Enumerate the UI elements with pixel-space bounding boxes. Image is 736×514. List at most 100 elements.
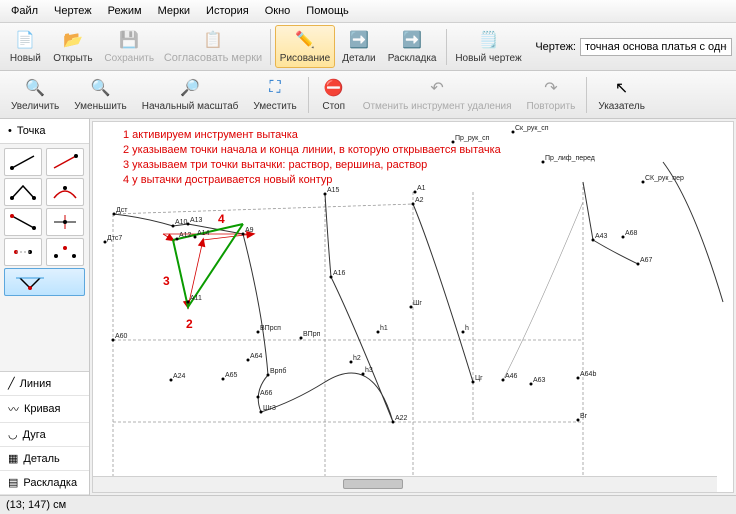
cat-line[interactable]: ╱Линия: [0, 372, 89, 396]
zoom-orig-label: Начальный масштаб: [142, 101, 239, 112]
cursor-position: (13; 147) см: [6, 499, 66, 511]
svg-text:h3: h3: [365, 367, 373, 374]
agree-button[interactable]: 📋 Согласовать мерки: [160, 25, 265, 68]
annot-3: 3: [163, 274, 170, 288]
canvas[interactable]: 1 активируем инструмент вытачка 2 указыв…: [92, 121, 734, 493]
svg-text:A63: A63: [533, 377, 546, 384]
zoom-orig-button[interactable]: 🔎 Начальный масштаб: [135, 73, 246, 116]
menu-help[interactable]: Помощь: [299, 2, 356, 20]
stop-label: Стоп: [322, 101, 345, 112]
draw-icon: ✏️: [294, 29, 316, 51]
tool-4[interactable]: [46, 178, 84, 206]
svg-text:ВПрп: ВПрп: [303, 331, 321, 338]
redo-button[interactable]: ↷ Повторить: [520, 73, 583, 116]
svg-text:A66: A66: [260, 390, 273, 397]
pointer-icon: ↖: [611, 77, 633, 99]
svg-text:Врпб: Врпб: [270, 367, 286, 375]
new-pattern-label: Новый чертеж: [455, 53, 521, 64]
sidebar-categories: ╱Линия 〰Кривая ◡Дуга ▦Деталь ▤Раскладка: [0, 371, 89, 495]
svg-text:Ск_рук_сп: Ск_рук_сп: [515, 125, 549, 132]
new-pattern-button[interactable]: 🗒️ Новый чертеж: [451, 25, 527, 68]
svg-text:A11: A11: [190, 295, 202, 302]
tool-5[interactable]: [4, 208, 42, 236]
open-label: Открыть: [53, 53, 92, 64]
sidebar: • Точка ╱Линия 〰Кривая ◡Дуга ▦Деталь ▤Ра…: [0, 119, 90, 495]
pointer-button[interactable]: ↖ Указатель: [591, 73, 652, 116]
menu-window[interactable]: Окно: [258, 2, 298, 20]
menu-measure[interactable]: Мерки: [151, 2, 197, 20]
layout-icon: ▤: [8, 476, 18, 489]
agree-icon: 📋: [202, 29, 224, 51]
tool-palette: [0, 144, 89, 300]
svg-text:A64: A64: [250, 353, 263, 360]
point-icon: •: [8, 125, 12, 137]
save-button[interactable]: 💾 Сохранить: [99, 25, 159, 68]
menu-pattern[interactable]: Чертеж: [47, 2, 99, 20]
undo-button[interactable]: ↶ Отменить инструмент удаления: [356, 73, 519, 116]
draw-label: Рисование: [280, 53, 330, 64]
zoom-out-button[interactable]: 🔍 Уменьшить: [67, 73, 133, 116]
scrollbar-thumb[interactable]: [343, 479, 403, 489]
stop-icon: ⛔: [323, 77, 345, 99]
details-button[interactable]: ➡️ Детали: [336, 25, 381, 68]
svg-text:A12: A12: [179, 232, 192, 239]
new-button[interactable]: 📄 Новый: [4, 25, 47, 68]
tool-3[interactable]: [4, 178, 42, 206]
separator: [446, 29, 447, 65]
zoom-in-icon: 🔍: [24, 77, 46, 99]
sidebar-header[interactable]: • Точка: [0, 119, 89, 144]
zoom-fit-button[interactable]: ⛶ Уместить: [246, 73, 303, 116]
pattern-name-row: Чертеж:: [535, 38, 732, 56]
svg-text:h2: h2: [353, 355, 361, 362]
zoom-in-button[interactable]: 🔍 Увеличить: [4, 73, 66, 116]
menu-bar: Файл Чертеж Режим Мерки История Окно Пом…: [0, 0, 736, 23]
tool-6[interactable]: [46, 208, 84, 236]
draw-button[interactable]: ✏️ Рисование: [275, 25, 336, 68]
tool-7[interactable]: [4, 238, 42, 266]
svg-text:СК_рук_пер: СК_рук_пер: [645, 175, 684, 182]
svg-text:A13: A13: [190, 217, 203, 224]
separator: [308, 77, 309, 113]
new-label: Новый: [10, 53, 41, 64]
svg-text:ВПрсп: ВПрсп: [260, 325, 281, 332]
zoom-out-icon: 🔍: [89, 77, 111, 99]
svg-text:Шг3: Шг3: [263, 405, 276, 412]
zoom-out-label: Уменьшить: [74, 101, 126, 112]
layout-button[interactable]: ➡️ Раскладка: [382, 25, 441, 68]
pattern-name-input[interactable]: [580, 38, 732, 56]
cat-layout[interactable]: ▤Раскладка: [0, 471, 89, 495]
open-button[interactable]: 📂 Открыть: [48, 25, 98, 68]
details-label: Детали: [342, 53, 375, 64]
main-area: • Точка ╱Линия 〰Кривая ◡Дуга ▦Деталь ▤Ра…: [0, 119, 736, 495]
cat-arc[interactable]: ◡Дуга: [0, 423, 89, 447]
tool-dart[interactable]: [4, 268, 85, 296]
tool-1[interactable]: [4, 148, 42, 176]
pointer-label: Указатель: [598, 101, 645, 112]
annot-2: 2: [186, 317, 193, 331]
menu-file[interactable]: Файл: [4, 2, 45, 20]
cat-detail[interactable]: ▦Деталь: [0, 447, 89, 471]
svg-text:Шг: Шг: [413, 300, 422, 307]
cat-curve[interactable]: 〰Кривая: [0, 396, 89, 423]
stop-button[interactable]: ⛔ Стоп: [313, 73, 355, 116]
menu-history[interactable]: История: [199, 2, 256, 20]
curve-icon: 〰: [8, 401, 19, 417]
svg-text:A16: A16: [333, 270, 346, 277]
horizontal-scrollbar[interactable]: [93, 476, 717, 492]
tool-8[interactable]: [46, 238, 84, 266]
details-icon: ➡️: [348, 29, 370, 51]
svg-text:Дст: Дст: [116, 207, 128, 214]
tool-2[interactable]: [46, 148, 84, 176]
svg-text:h1: h1: [380, 325, 388, 332]
svg-text:Пр_рук_сп: Пр_рук_сп: [455, 135, 490, 142]
sidebar-header-label: Точка: [17, 125, 46, 137]
detail-icon: ▦: [8, 452, 18, 465]
view-toolbar: 🔍 Увеличить 🔍 Уменьшить 🔎 Начальный масш…: [0, 71, 736, 119]
line-icon: ╱: [8, 377, 15, 390]
save-icon: 💾: [118, 29, 140, 51]
new-pattern-icon: 🗒️: [478, 29, 500, 51]
svg-text:A9: A9: [245, 227, 254, 234]
svg-text:h: h: [465, 325, 469, 332]
svg-text:A1: A1: [417, 185, 426, 192]
menu-mode[interactable]: Режим: [101, 2, 149, 20]
